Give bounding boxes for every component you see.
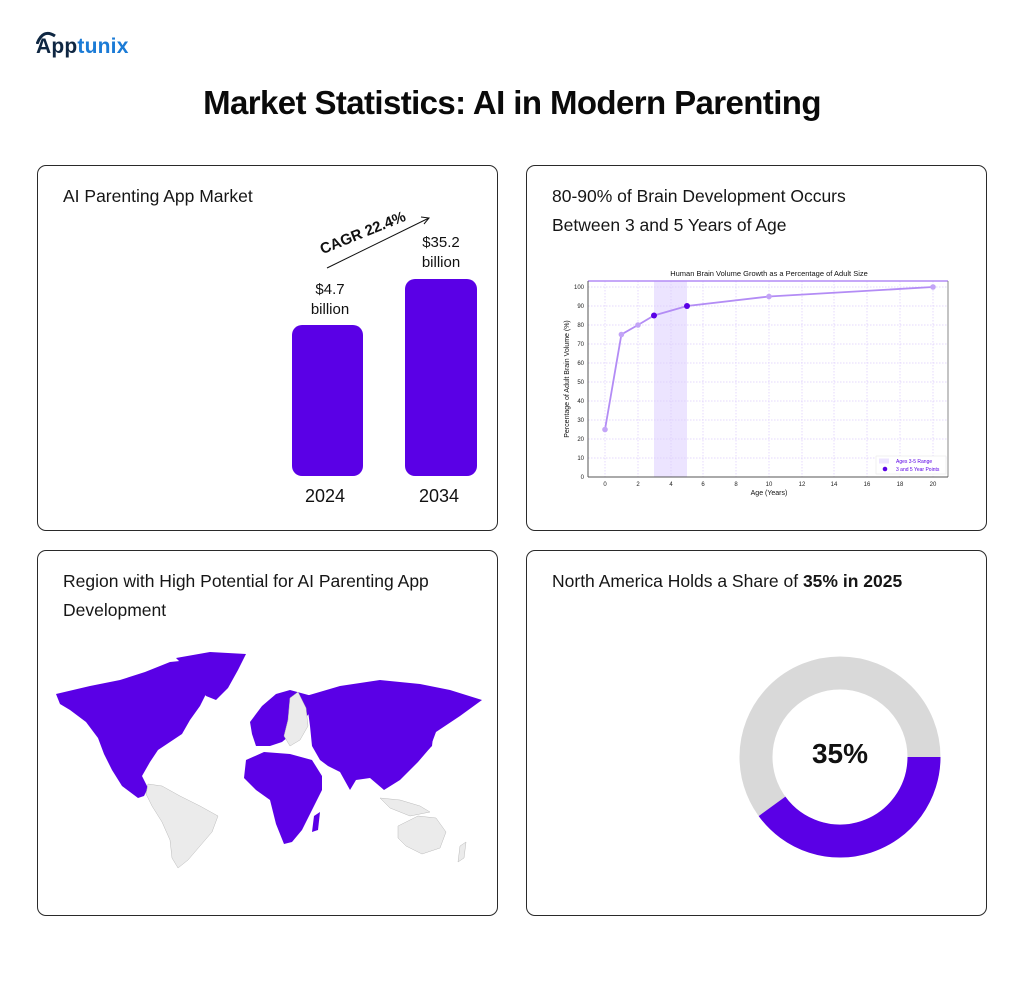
chart-title: Human Brain Volume Growth as a Percentag… <box>670 269 868 278</box>
map-africa <box>244 752 322 844</box>
svg-text:20: 20 <box>930 482 937 488</box>
bar-label-2034: 2034 <box>418 486 460 506</box>
svg-text:30: 30 <box>577 418 584 424</box>
world-map <box>56 652 482 869</box>
grid-lines <box>588 281 948 477</box>
svg-text:16: 16 <box>864 482 871 488</box>
svg-text:70: 70 <box>577 342 584 348</box>
share-donut-chart <box>739 656 941 858</box>
svg-text:50: 50 <box>577 380 584 386</box>
map-south-america <box>145 783 219 869</box>
x-tick-labels: 0 2 4 6 8 10 12 14 16 18 20 <box>603 482 937 488</box>
map-australia <box>397 815 447 855</box>
svg-text:2: 2 <box>636 482 640 488</box>
y-axis-label: Percentage of Adult Brain Volume (%) <box>564 320 571 438</box>
chart-legend: Ages 3-5 Range 3 and 5 Year Points <box>875 455 947 475</box>
svg-text:100: 100 <box>574 285 585 291</box>
svg-text:0: 0 <box>603 482 607 488</box>
share-card-title: North America Holds a Share of 35% in 20… <box>552 571 903 591</box>
map-new-zealand <box>457 841 467 863</box>
map-north-america <box>56 660 210 798</box>
svg-text:Ages 3-5 Range: Ages 3-5 Range <box>896 459 932 465</box>
donut-north-america-segment <box>758 756 941 858</box>
donut-center-label: 35% <box>811 738 869 769</box>
highlight-points <box>651 303 690 319</box>
svg-text:14: 14 <box>831 482 838 488</box>
svg-text:10: 10 <box>577 456 584 462</box>
svg-text:0: 0 <box>581 475 585 481</box>
map-japan <box>424 728 434 754</box>
svg-text:6: 6 <box>701 482 705 488</box>
bar-label-2024: 2024 <box>304 486 346 506</box>
svg-text:18: 18 <box>897 482 904 488</box>
logo-text-part2: tunix <box>77 35 129 58</box>
page-title: Market Statistics: AI in Modern Parentin… <box>203 84 821 121</box>
map-eastern-europe <box>283 691 309 747</box>
svg-text:12: 12 <box>799 482 806 488</box>
svg-text:4: 4 <box>669 482 673 488</box>
brain-card-title: 80-90% of Brain Development Occurs Betwe… <box>552 186 846 235</box>
y-tick-labels: 0 10 20 30 40 50 60 70 80 90 100 <box>574 285 585 481</box>
map-madagascar <box>312 812 320 832</box>
region-card-title: Region with High Potential for AI Parent… <box>63 571 429 620</box>
bar-value-2034: $35.2 billion <box>421 234 461 271</box>
map-se-asia <box>379 797 431 817</box>
bar-2034 <box>405 279 477 476</box>
cagr-arrow-icon <box>326 216 430 269</box>
svg-text:60: 60 <box>577 361 584 367</box>
svg-text:80: 80 <box>577 323 584 329</box>
svg-text:8: 8 <box>734 482 738 488</box>
svg-text:10: 10 <box>766 482 773 488</box>
logo-arc-icon <box>36 31 56 44</box>
bar-2024 <box>292 325 363 476</box>
svg-text:3 and 5 Year Points: 3 and 5 Year Points <box>896 467 940 473</box>
brain-line-chart: Human Brain Volume Growth as a Percentag… <box>564 269 949 497</box>
svg-text:90: 90 <box>577 304 584 310</box>
logo-text-part1: App <box>36 35 78 58</box>
x-axis-label: Age (Years) <box>751 490 788 497</box>
brand-logo: Apptunix <box>36 30 129 64</box>
map-asia <box>306 680 482 790</box>
market-card-title: AI Parenting App Market <box>63 186 253 206</box>
svg-text:20: 20 <box>577 437 584 443</box>
svg-text:40: 40 <box>577 399 584 405</box>
bar-value-2024: $4.7 billion <box>310 281 350 318</box>
data-points <box>602 284 936 433</box>
map-greenland <box>176 652 246 700</box>
